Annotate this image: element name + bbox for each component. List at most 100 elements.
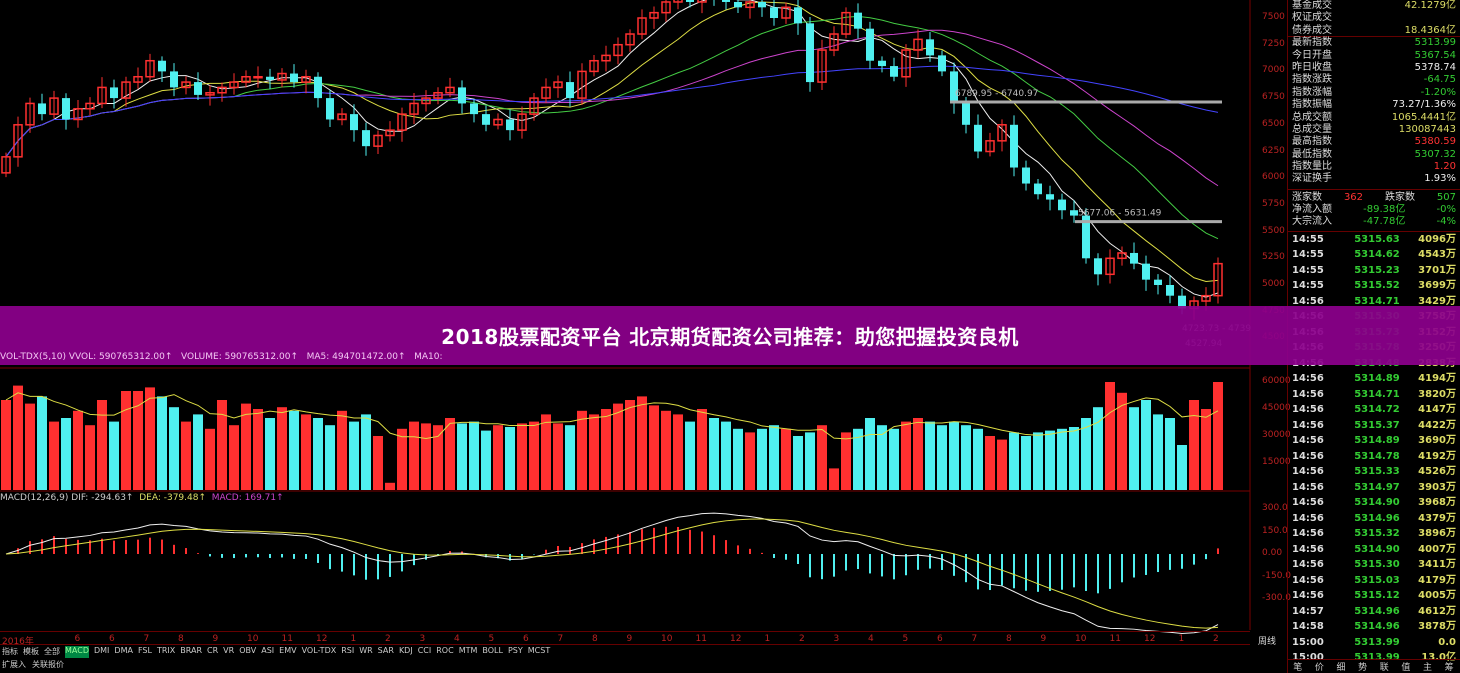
ma10-line [5, 1, 1219, 282]
stat-row: 今日开盘 5367.54 [1288, 50, 1460, 62]
panel-tab[interactable]: 值 [1401, 663, 1411, 673]
indicator-tab[interactable]: EMV [279, 646, 297, 655]
indicator-tab[interactable]: RSI [341, 646, 355, 655]
tick-price: 5314.78 [1354, 450, 1400, 462]
panel-tab[interactable]: 势 [1358, 663, 1368, 673]
candle [290, 73, 298, 83]
indicator-tab[interactable]: DMI [93, 646, 110, 655]
indicator-tab[interactable]: OBV [239, 646, 257, 655]
candle [878, 60, 886, 67]
indicator-tabs: 指标 模板 全部 MACD DMI DMA FSL TRIX BRAR CR VR OBV ASI EMV… [0, 646, 550, 658]
volume-bar [937, 425, 947, 490]
period-label[interactable]: 周线 [1258, 637, 1277, 647]
price-tick-label: 7000 [1262, 65, 1285, 76]
candle [890, 66, 898, 77]
down-count: 507 [1436, 191, 1456, 203]
tick-time: 14:56 [1292, 559, 1324, 571]
date-tick-label: 6 [937, 634, 943, 644]
candle [770, 7, 778, 19]
panel-tab[interactable]: 笔 [1293, 663, 1303, 673]
indicator-tab[interactable]: ROC [436, 646, 454, 655]
stat-row: 指数涨跌 -64.75 [1288, 74, 1460, 86]
tick-row: 14:55 5315.23 3701万 [1288, 263, 1460, 279]
volume-tick-label: 60000 [1262, 376, 1291, 386]
volume-bar [709, 418, 719, 490]
tick-time: 14:56 [1292, 404, 1324, 416]
tick-row: 14:55 5314.62 4543万 [1288, 247, 1460, 263]
volume-bar [901, 421, 911, 490]
ma30-line [5, 29, 1219, 187]
tick-row: 14:58 5314.96 3878万 [1288, 619, 1460, 635]
candle [121, 81, 131, 99]
indicator-tab[interactable]: CR [207, 646, 219, 655]
panel-tab[interactable]: 价 [1314, 663, 1324, 673]
indicator-tab[interactable]: TRIX [156, 646, 176, 655]
volume-bar [1045, 430, 1055, 490]
candle [686, 0, 694, 2]
candle [950, 71, 958, 104]
indicator-tab[interactable]: 模板 [23, 647, 39, 656]
indicator-tab[interactable]: SAR [377, 646, 394, 655]
indicator-tab[interactable]: MTM [458, 646, 478, 655]
indicator-tab[interactable]: KDJ [398, 646, 413, 655]
candle [1082, 215, 1090, 259]
date-tick-label: 6 [523, 634, 529, 644]
indicator-tab[interactable]: VOL-TDX [301, 646, 337, 655]
vvol-label: VOL-TDX(5,10) VVOL: 590765312.00↑ [0, 352, 173, 362]
tick-time: 14:56 [1292, 466, 1324, 478]
indicator-tab[interactable]: 指标 [2, 647, 18, 656]
stat-label: 指数振幅 [1292, 99, 1332, 111]
tick-price: 5315.12 [1354, 590, 1400, 602]
panel-tab[interactable]: 主 [1423, 663, 1433, 673]
indicator-tab[interactable]: PSY [507, 646, 523, 655]
tick-row: 14:56 5315.33 4526万 [1288, 464, 1460, 480]
indicator-tab[interactable]: MCST [527, 646, 551, 655]
indicator-tab[interactable]: FSL [137, 646, 152, 655]
volume-bar [181, 421, 191, 490]
stat-label: 总成交额 [1292, 111, 1332, 123]
candle [110, 87, 118, 99]
indicator-tab[interactable]: BRAR [180, 646, 203, 655]
stat-row: 总成交量 130087443 [1288, 124, 1460, 136]
volume-bar [289, 410, 299, 490]
secondary-tab[interactable]: 关联报价 [32, 660, 64, 669]
volume-bar [1213, 382, 1223, 490]
panel-tab[interactable]: 细 [1336, 663, 1346, 673]
indicator-tab[interactable]: VR [223, 646, 235, 655]
volume-bar [529, 421, 539, 490]
indicator-tab[interactable]: DMA [114, 646, 133, 655]
candle [1046, 194, 1054, 200]
date-tick-label: 10 [1075, 634, 1087, 644]
tick-time: 14:56 [1292, 388, 1324, 400]
volume-bar [25, 403, 35, 490]
indicator-tab[interactable]: MACD [65, 646, 89, 658]
candle [506, 119, 514, 131]
date-tick-label: 7 [143, 634, 150, 644]
date-tick-label: 12 [316, 634, 328, 644]
indicator-tab[interactable]: WR [359, 646, 373, 655]
date-tick-label: 12 [1144, 634, 1156, 644]
candle [661, 1, 671, 14]
secondary-tab[interactable]: 扩展入 [2, 660, 26, 669]
stat-row: 权证成交 [1288, 12, 1460, 24]
stat-value: 73.27/1.36% [1392, 99, 1456, 111]
stat-value: 5313.99 [1414, 37, 1456, 49]
tick-row: 14:56 5314.90 4007万 [1288, 542, 1460, 558]
stat-row: 指数振幅 73.27/1.36% [1288, 99, 1460, 111]
candle [1010, 124, 1018, 168]
indicator-tab[interactable]: BOLL [482, 646, 503, 655]
indicator-tab[interactable]: ASI [261, 646, 275, 655]
tick-price: 5314.90 [1354, 543, 1400, 555]
volume-bar [1189, 400, 1199, 490]
panel-tab[interactable]: 联 [1379, 663, 1389, 673]
date-tick-label: 4 [454, 634, 460, 644]
indicator-tab[interactable]: 全部 [44, 647, 60, 656]
candle [974, 124, 982, 152]
volume-bar [733, 428, 743, 490]
indicator-tab[interactable]: CCI [417, 646, 432, 655]
candle [962, 103, 970, 125]
stat-value: 42.1279亿 [1404, 0, 1456, 11]
tick-time: 14:56 [1292, 512, 1324, 524]
panel-tab[interactable]: 筹 [1444, 663, 1454, 673]
